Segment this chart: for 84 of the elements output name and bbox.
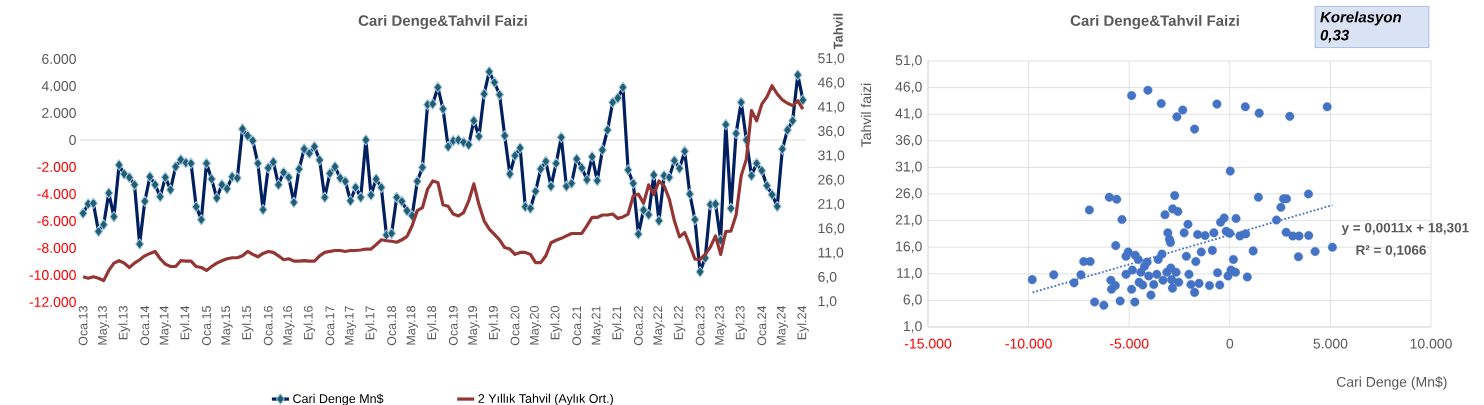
x-tick-label: Oca.13 [78,306,88,346]
x-tick-label: May.18 [406,306,418,345]
y2-tick-label: 31,0 [818,150,845,162]
y2-tick-label: 16,0 [818,223,845,235]
y-tick-label: 51,0 [895,55,922,67]
x-tick-label: May.23 [715,306,727,345]
y-tick-label: 41,0 [895,108,922,120]
x-tick-label: Eyl.15 [241,306,254,340]
x-tick-label: -5.000 [1109,338,1149,349]
x-tick-label: Oca.15 [202,306,211,346]
x-tick-label: Oca.23 [695,306,705,346]
y-tick-label: -2.000 [37,162,76,172]
y2-tick-label: 1,0 [818,296,837,308]
x-tick-label: Oca.17 [325,306,335,346]
text: Korelasyon 0,33 [1320,11,1402,43]
x-tick-label: May.20 [529,306,542,345]
y-tick-label: 6.000 [42,54,76,64]
x-tick-label: -15.000 [904,338,952,349]
y-tick-label: -8.000 [37,243,76,253]
x-tick-label: May.24 [776,305,789,345]
y2-tick-label: 36,0 [818,126,845,138]
x-tick-label: Oca.20 [510,306,520,346]
x-tick-label: Eyl.13 [118,306,131,340]
y2-tick-label: 41,0 [817,101,845,114]
x-tick-label: Eyl.14 [180,305,192,340]
x-tick-label: 0 [1226,338,1234,349]
x-tick-label: Oca.18 [387,306,397,346]
x-tick-label: Oca.19 [448,306,458,346]
y-tick-label: 2.000 [42,108,76,118]
legend-label: Cari Denge Mn$ [293,393,384,405]
y2-tick-label: 51,0 [818,53,845,65]
y-tick-label: -6.000 [37,216,76,226]
y2-tick-label: 6,0 [818,271,837,284]
x-tick-label: Eyl.20 [550,306,562,340]
x-tick-label: May.15 [221,306,233,345]
x-tick-label: Eyl.23 [735,306,748,340]
x-tick-label: Eyl.21 [611,306,624,340]
x-tick-label: May.21 [591,306,603,345]
chart-title: Cari Denge&Tahvil Faizi [1070,14,1239,30]
legend-label: 2 Yıllık Tahvil (Aylık Ort.) [478,393,613,405]
x-tick-label: Eyl.24 [797,305,809,340]
y-tick-label: 26,0 [895,188,922,200]
x-tick-label: Eyl.22 [673,306,686,340]
y-axis-title: Tahvil faizi [860,83,872,147]
x-tick-label: May.17 [344,306,357,345]
y2-tick-label: 21,0 [818,199,845,211]
x-tick-label: Eyl.17 [365,306,377,340]
x-tick-label: Oca.22 [633,306,643,346]
x-tick-label: May.14 [159,305,171,345]
x-tick-label: May.13 [98,306,110,345]
y2-axis-title: Tahvil [833,13,843,50]
x-tick-label: 10.000 [1410,338,1452,349]
y-tick-label: 4.000 [41,81,76,91]
x-tick-label: Eyl.19 [488,306,501,340]
y-tick-label: 0 [69,135,76,145]
chart-title: Cari Denge&Tahvil Faizi [358,14,527,30]
x-tick-label: Oca.21 [572,306,582,346]
x-tick-label: Oca.16 [263,306,273,346]
annotation: y = 0,0011x + 18,301 [1341,222,1469,236]
y-tick-label: 16,0 [896,241,922,253]
y2-tick-label: 26,0 [818,174,845,187]
annotation: R² = 0,1066 [1356,245,1426,257]
y-tick-label: 46,0 [895,81,922,94]
x-tick-label: May.19 [468,306,480,345]
x-tick-label: May.16 [283,306,295,345]
y-tick-label: 21,0 [895,214,922,227]
y-tick-label: 31,0 [895,161,922,174]
y2-tick-label: 46,0 [817,77,845,90]
y-tick-label: -12.000 [29,297,76,307]
y-tick-label: 6,0 [903,294,922,307]
x-tick-label: Oca.24 [757,305,767,346]
x-axis-title: Cari Denge (Mn$) [1336,376,1447,390]
y-tick-label: -10.000 [29,270,76,280]
x-tick-label: -10.000 [1005,338,1052,349]
y-tick-label: 1,0 [903,321,922,333]
x-tick-label: Eyl.18 [426,306,439,340]
x-tick-label: 5.000 [1313,338,1348,349]
y2-tick-label: 11,0 [818,247,844,260]
y-tick-label: 11,0 [897,268,922,280]
y-tick-label: 36,0 [895,135,922,147]
y-tick-label: -4.000 [37,189,76,199]
x-tick-label: Eyl.16 [303,306,316,340]
x-tick-label: Oca.14 [140,305,150,346]
x-tick-label: May.22 [653,306,665,345]
